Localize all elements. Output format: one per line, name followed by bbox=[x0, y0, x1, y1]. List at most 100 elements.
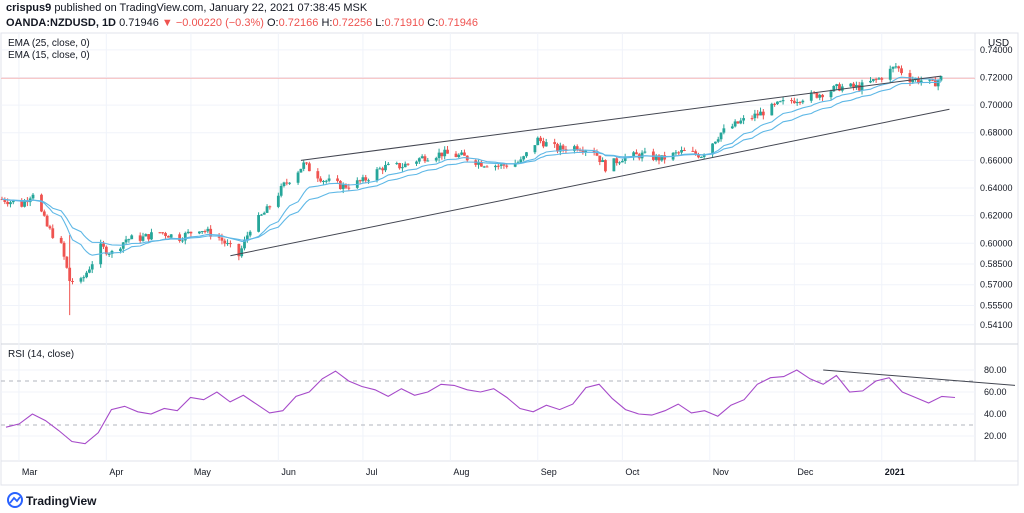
candle-body[interactable] bbox=[336, 178, 339, 181]
candle-body[interactable] bbox=[262, 212, 266, 215]
candle-body[interactable] bbox=[730, 126, 734, 129]
candle-body[interactable] bbox=[857, 84, 861, 91]
candle-body[interactable] bbox=[381, 168, 385, 171]
candle-body[interactable] bbox=[169, 234, 173, 238]
candle-body[interactable] bbox=[519, 159, 523, 163]
candle-body[interactable] bbox=[722, 128, 726, 133]
candle-body[interactable] bbox=[150, 232, 153, 240]
candle-body[interactable] bbox=[832, 86, 836, 92]
candle-body[interactable] bbox=[324, 180, 328, 182]
candle-body[interactable] bbox=[161, 232, 165, 234]
candle-body[interactable] bbox=[65, 256, 69, 268]
candle-body[interactable] bbox=[835, 84, 839, 87]
candle-body[interactable] bbox=[104, 246, 108, 255]
candle-body[interactable] bbox=[147, 234, 151, 240]
candle-body[interactable] bbox=[237, 243, 241, 257]
candle-body[interactable] bbox=[604, 160, 607, 172]
candle-body[interactable] bbox=[217, 236, 221, 238]
candle-body[interactable] bbox=[581, 150, 585, 153]
candle-body[interactable] bbox=[479, 161, 483, 167]
candle-body[interactable] bbox=[539, 137, 542, 142]
candle-body[interactable] bbox=[406, 163, 410, 165]
candle-body[interactable] bbox=[457, 154, 461, 158]
candle-body[interactable] bbox=[770, 103, 774, 116]
candle-body[interactable] bbox=[623, 156, 627, 161]
candle-body[interactable] bbox=[361, 177, 365, 182]
candle-body[interactable] bbox=[90, 264, 94, 270]
candle-body[interactable] bbox=[375, 169, 379, 181]
candle-body[interactable] bbox=[107, 253, 111, 255]
candle-body[interactable] bbox=[888, 68, 892, 80]
candle-body[interactable] bbox=[928, 79, 932, 81]
candle-body[interactable] bbox=[561, 145, 565, 150]
candle-body[interactable] bbox=[226, 243, 229, 245]
candle-body[interactable] bbox=[643, 151, 647, 153]
chart-canvas[interactable]: 0.74000 0.72000 0.70000 0.68000 0.66000 0.640… bbox=[0, 32, 1024, 487]
candle-body[interactable] bbox=[553, 142, 557, 145]
candlestick-series[interactable] bbox=[0, 63, 943, 316]
candle-body[interactable] bbox=[119, 248, 122, 251]
candle-body[interactable] bbox=[502, 164, 506, 166]
candle-body[interactable] bbox=[485, 166, 489, 168]
candle-body[interactable] bbox=[6, 201, 10, 205]
candle-body[interactable] bbox=[756, 113, 760, 116]
candle-body[interactable] bbox=[268, 206, 272, 208]
candle-body[interactable] bbox=[183, 233, 187, 241]
candle-body[interactable] bbox=[821, 94, 824, 98]
candle-body[interactable] bbox=[632, 152, 636, 157]
candle-body[interactable] bbox=[51, 228, 55, 238]
candle-body[interactable] bbox=[933, 80, 937, 87]
candle-body[interactable] bbox=[739, 120, 743, 124]
candle-body[interactable] bbox=[680, 149, 683, 153]
candle-body[interactable] bbox=[384, 164, 387, 171]
candle-body[interactable] bbox=[178, 234, 182, 241]
candle-body[interactable] bbox=[877, 78, 881, 80]
candle-body[interactable] bbox=[849, 83, 853, 87]
candle-body[interactable] bbox=[871, 79, 875, 81]
candle-body[interactable] bbox=[541, 141, 545, 147]
candle-body[interactable] bbox=[584, 150, 588, 153]
candle-body[interactable] bbox=[795, 102, 799, 104]
candle-body[interactable] bbox=[601, 160, 605, 163]
candle-body[interactable] bbox=[674, 152, 678, 154]
candle-body[interactable] bbox=[513, 163, 517, 167]
candle-body[interactable] bbox=[460, 152, 464, 155]
tradingview-brand[interactable]: TradingView bbox=[26, 494, 97, 508]
candle-body[interactable] bbox=[344, 184, 348, 188]
candle-body[interactable] bbox=[130, 235, 134, 240]
candle-body[interactable] bbox=[23, 200, 26, 207]
candle-body[interactable] bbox=[677, 152, 681, 154]
ema-15-line[interactable] bbox=[1, 76, 942, 256]
candle-body[interactable] bbox=[640, 152, 644, 159]
candle-body[interactable] bbox=[124, 239, 128, 243]
candle-body[interactable] bbox=[364, 177, 368, 181]
candle-body[interactable] bbox=[699, 156, 703, 158]
candle-body[interactable] bbox=[322, 180, 325, 182]
candle-body[interactable] bbox=[338, 180, 342, 190]
candle-body[interactable] bbox=[776, 101, 779, 105]
candle-body[interactable] bbox=[477, 161, 480, 165]
candle-body[interactable] bbox=[499, 164, 503, 166]
candle-body[interactable] bbox=[45, 215, 49, 227]
candle-body[interactable] bbox=[897, 66, 901, 69]
candle-body[interactable] bbox=[911, 79, 915, 83]
ema-lines[interactable] bbox=[1, 76, 942, 256]
candle-body[interactable] bbox=[386, 163, 390, 165]
candle-body[interactable] bbox=[158, 232, 162, 234]
price-trendline[interactable] bbox=[300, 75, 942, 161]
candle-body[interactable] bbox=[302, 162, 306, 169]
candle-body[interactable] bbox=[423, 156, 427, 162]
candle-body[interactable] bbox=[852, 83, 855, 88]
candle-body[interactable] bbox=[620, 160, 624, 163]
candle-body[interactable] bbox=[798, 102, 802, 104]
candle-body[interactable] bbox=[612, 158, 616, 172]
candle-body[interactable] bbox=[778, 101, 782, 103]
candle-body[interactable] bbox=[790, 100, 793, 102]
candle-body[interactable] bbox=[181, 240, 184, 242]
candle-body[interactable] bbox=[874, 79, 878, 81]
trendlines[interactable] bbox=[230, 75, 950, 257]
candle-body[interactable] bbox=[702, 154, 706, 157]
candle-body[interactable] bbox=[296, 172, 300, 183]
candle-body[interactable] bbox=[759, 111, 762, 116]
rsi-series[interactable] bbox=[5, 369, 1016, 445]
